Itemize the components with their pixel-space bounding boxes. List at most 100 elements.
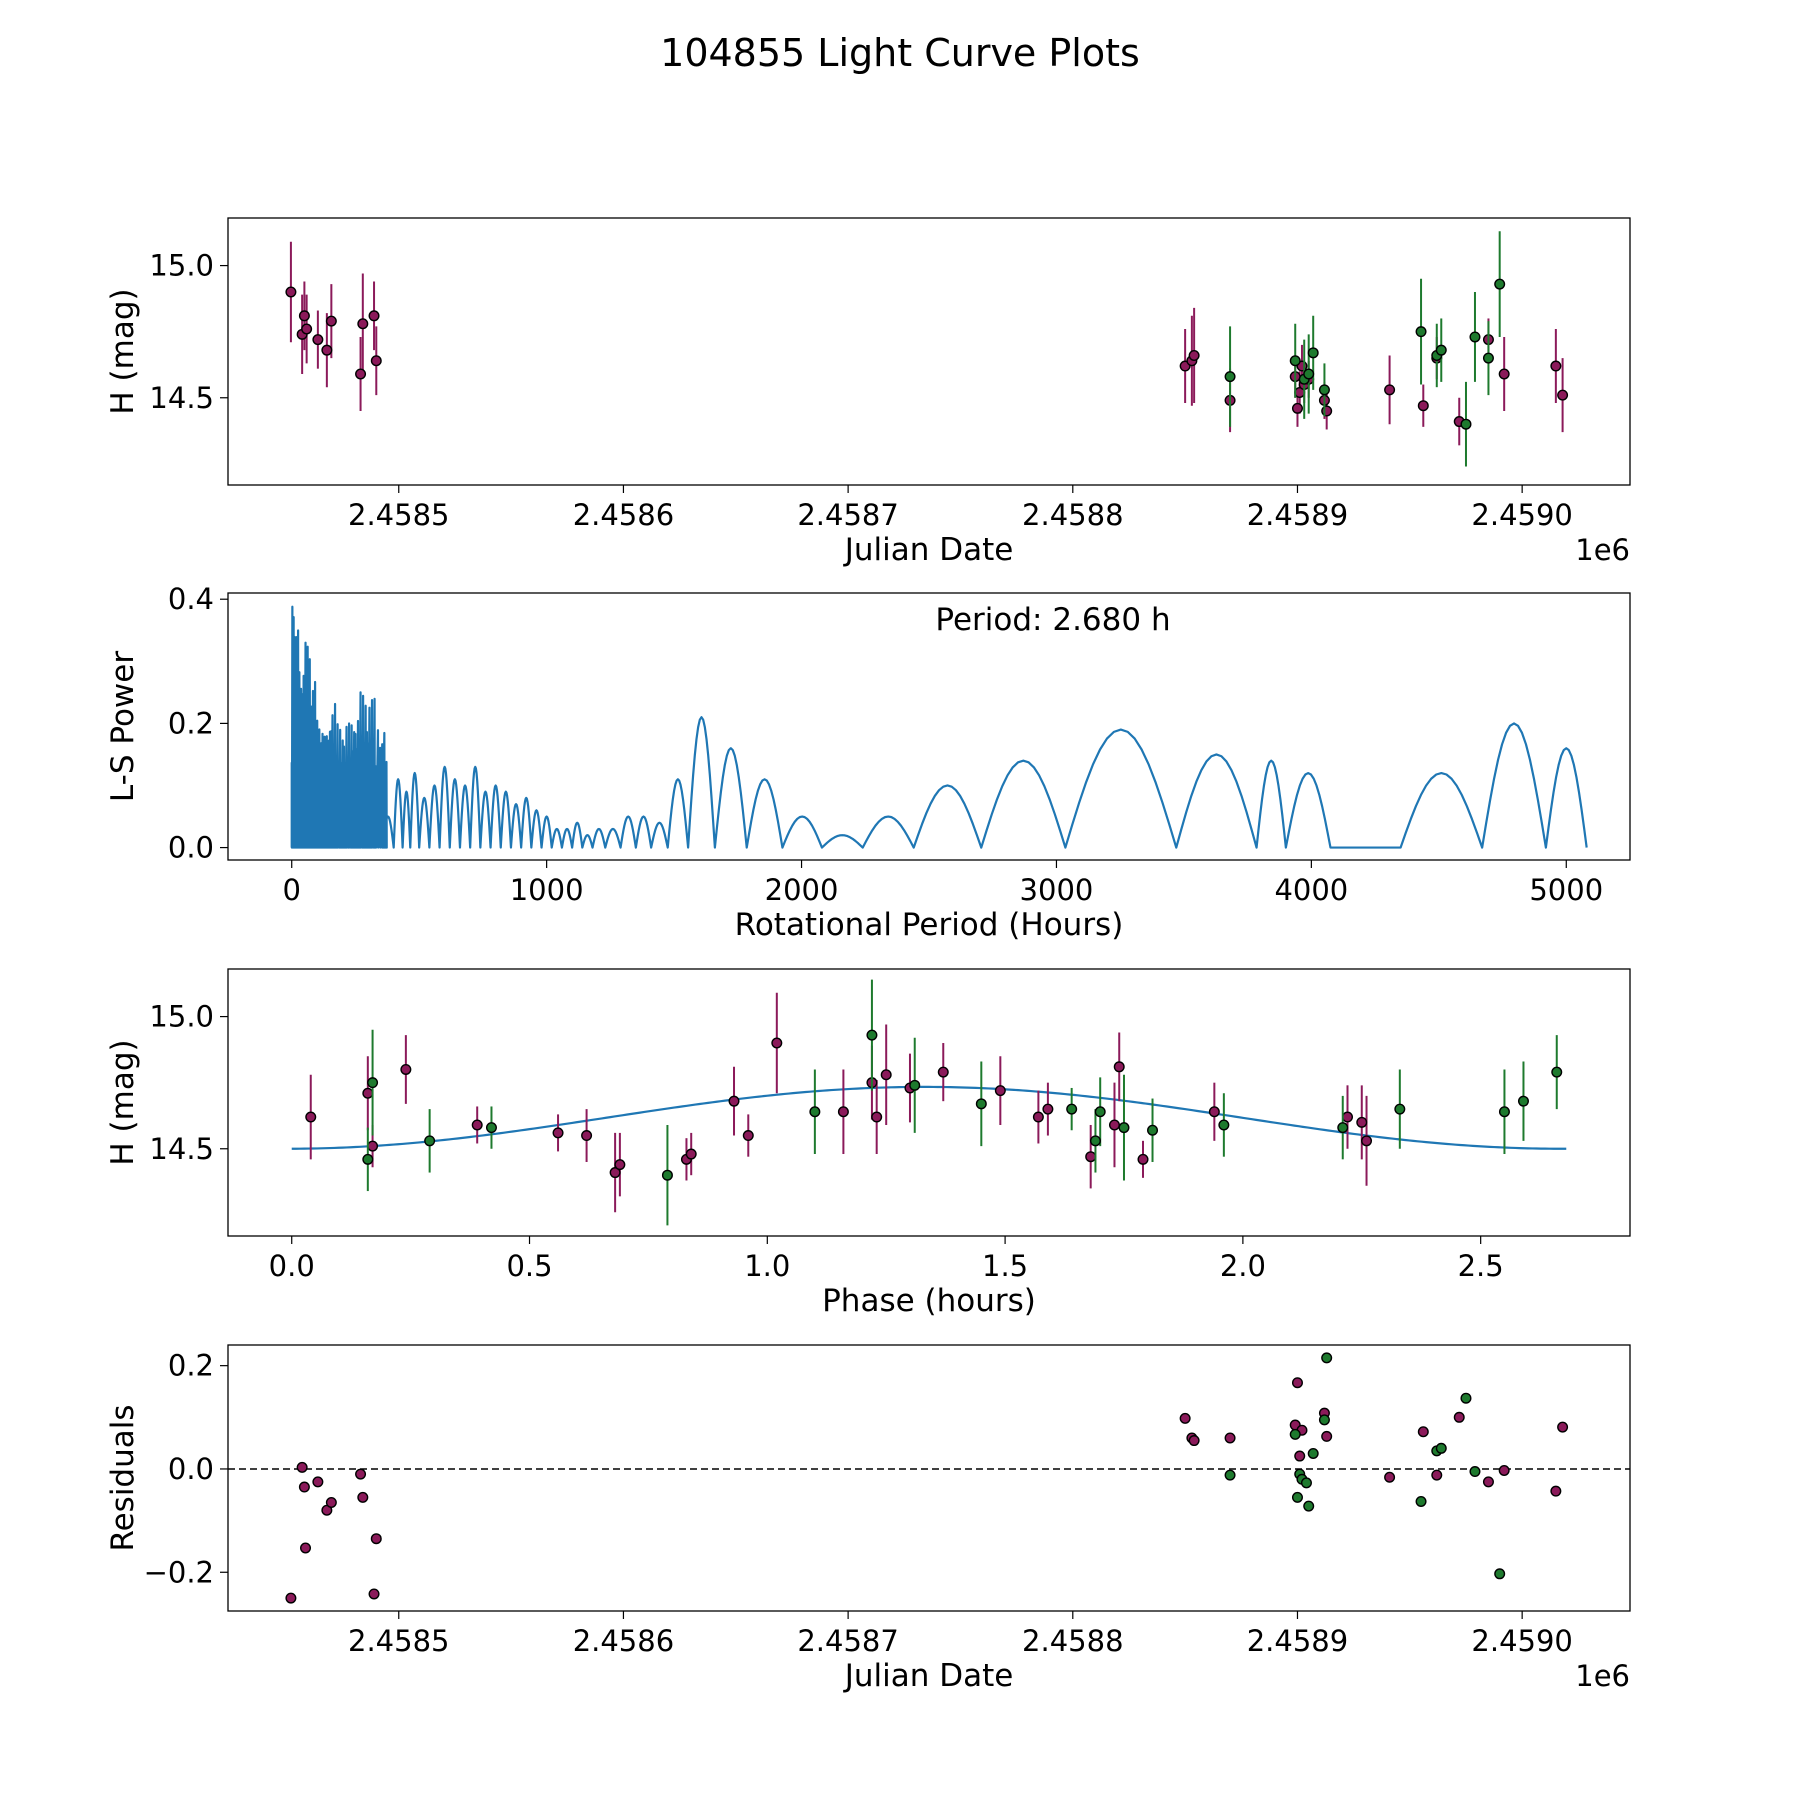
green-data-point (1551, 1066, 1563, 1078)
green-data-point (1289, 355, 1301, 367)
green-data-point (975, 1098, 987, 1110)
green-data-point (1394, 1103, 1406, 1115)
green-data-point (1089, 1135, 1101, 1147)
magenta-data-point (1498, 368, 1510, 380)
y-tick-label: 0.2 (168, 1349, 214, 1383)
y-axis-label: Residuals (105, 1404, 141, 1551)
magenta-data-point (1137, 1153, 1149, 1165)
magenta-data-point (1179, 1412, 1191, 1424)
magenta-data-point (1108, 1119, 1120, 1131)
green-data-point (1460, 418, 1472, 430)
green-data-point (362, 1153, 374, 1165)
magenta-data-point (325, 1497, 337, 1509)
green-data-point (1118, 1122, 1130, 1134)
x-offset-label: 1e6 (1575, 533, 1630, 567)
magenta-data-point (1113, 1061, 1125, 1073)
magenta-data-point (994, 1085, 1006, 1097)
x-tick-label: 1.5 (982, 1249, 1028, 1283)
green-data-point (1307, 347, 1319, 359)
x-tick-label: 2.4589 (1247, 1624, 1348, 1658)
green-data-point (1469, 331, 1481, 343)
magenta-data-point (357, 1491, 369, 1503)
x-axis-label: Rotational Period (Hours) (735, 907, 1124, 943)
magenta-data-point (1188, 349, 1200, 361)
magenta-data-point (1417, 1426, 1429, 1438)
x-axis-label: Phase (hours) (822, 1283, 1036, 1319)
green-data-point (1494, 1568, 1506, 1580)
y-tick-label: 14.5 (149, 381, 214, 415)
green-data-point (1218, 1119, 1230, 1131)
magenta-data-point (614, 1159, 626, 1171)
magenta-data-point (285, 1592, 297, 1604)
green-data-point (809, 1106, 821, 1118)
magenta-data-point (1085, 1151, 1097, 1163)
magenta-data-point (837, 1106, 849, 1118)
magenta-data-point (357, 318, 369, 330)
x-tick-label: 1000 (510, 873, 584, 907)
x-tick-label: 2.4585 (348, 498, 449, 532)
y-axis-label: L-S Power (105, 651, 141, 802)
green-data-point (866, 1029, 878, 1041)
magenta-data-point (355, 1468, 367, 1480)
magenta-data-point (1417, 400, 1429, 412)
magenta-data-point (552, 1127, 564, 1139)
green-data-point (1435, 344, 1447, 356)
magenta-data-point (937, 1066, 949, 1078)
magenta-data-point (1482, 1476, 1494, 1488)
x-tick-label: 4000 (1274, 873, 1348, 907)
magenta-data-point (1321, 1430, 1333, 1442)
magenta-data-point (1557, 1421, 1569, 1433)
sinusoid-fit-line (291, 1085, 1567, 1150)
x-tick-label: 2.4585 (348, 1624, 449, 1658)
magenta-data-point (1291, 1377, 1303, 1389)
magenta-data-point (1224, 1432, 1236, 1444)
magenta-data-point (1557, 389, 1569, 401)
phase-folded-panel: 0.0 0.5 1.0 1.5 2.0 2.5 14.5 15.0 Phase (hours) H… (105, 968, 1631, 1319)
magenta-data-point (1361, 1135, 1373, 1147)
green-data-point (1307, 1447, 1319, 1459)
x-axis-label: Julian Date (843, 532, 1014, 568)
magenta-data-point (321, 344, 333, 356)
magenta-data-point (312, 334, 324, 346)
magenta-data-point (1032, 1111, 1044, 1123)
light-curve-panel: 2.4585 2.4586 2.4587 2.4588 2.4589 2.4590 14.5… (105, 217, 1631, 568)
green-data-point (1066, 1103, 1078, 1115)
green-data-point (661, 1169, 673, 1181)
magenta-data-point (1550, 360, 1562, 372)
magenta-data-point (298, 310, 310, 322)
magenta-data-point (609, 1167, 621, 1179)
y-tick-label: 0.0 (168, 1452, 214, 1486)
green-data-point (424, 1135, 436, 1147)
green-data-point (1289, 1428, 1301, 1440)
magenta-data-point (1208, 1106, 1220, 1118)
y-tick-label: 15.0 (149, 249, 214, 283)
green-data-point (1303, 1500, 1315, 1512)
x-tick-label: 5000 (1529, 873, 1603, 907)
ls-power-line (290, 605, 1588, 849)
magenta-data-point (300, 1542, 312, 1554)
x-tick-label: 0.5 (506, 1249, 552, 1283)
green-data-point (1482, 352, 1494, 364)
green-data-point (1415, 1496, 1427, 1508)
magenta-data-point (1498, 1465, 1510, 1477)
green-data-point (1224, 371, 1236, 383)
magenta-data-point (742, 1130, 754, 1142)
plot-frame (227, 592, 1631, 861)
green-data-point (909, 1079, 921, 1091)
x-tick-label: 2000 (765, 873, 839, 907)
magenta-data-point (471, 1119, 483, 1131)
green-data-point (1318, 1414, 1330, 1426)
x-tick-label: 2.4588 (1022, 498, 1123, 532)
magenta-data-point (1321, 405, 1333, 417)
plot-frame (227, 968, 1631, 1237)
magenta-data-point (301, 323, 313, 335)
y-tick-label: 15.0 (149, 1000, 214, 1034)
magenta-data-point (1431, 1469, 1443, 1481)
y-tick-label: 14.5 (149, 1132, 214, 1166)
green-data-point (1094, 1106, 1106, 1118)
magenta-data-point (400, 1063, 412, 1075)
magenta-data-point (296, 1461, 308, 1473)
magenta-data-point (728, 1095, 740, 1107)
green-data-point (1494, 278, 1506, 290)
